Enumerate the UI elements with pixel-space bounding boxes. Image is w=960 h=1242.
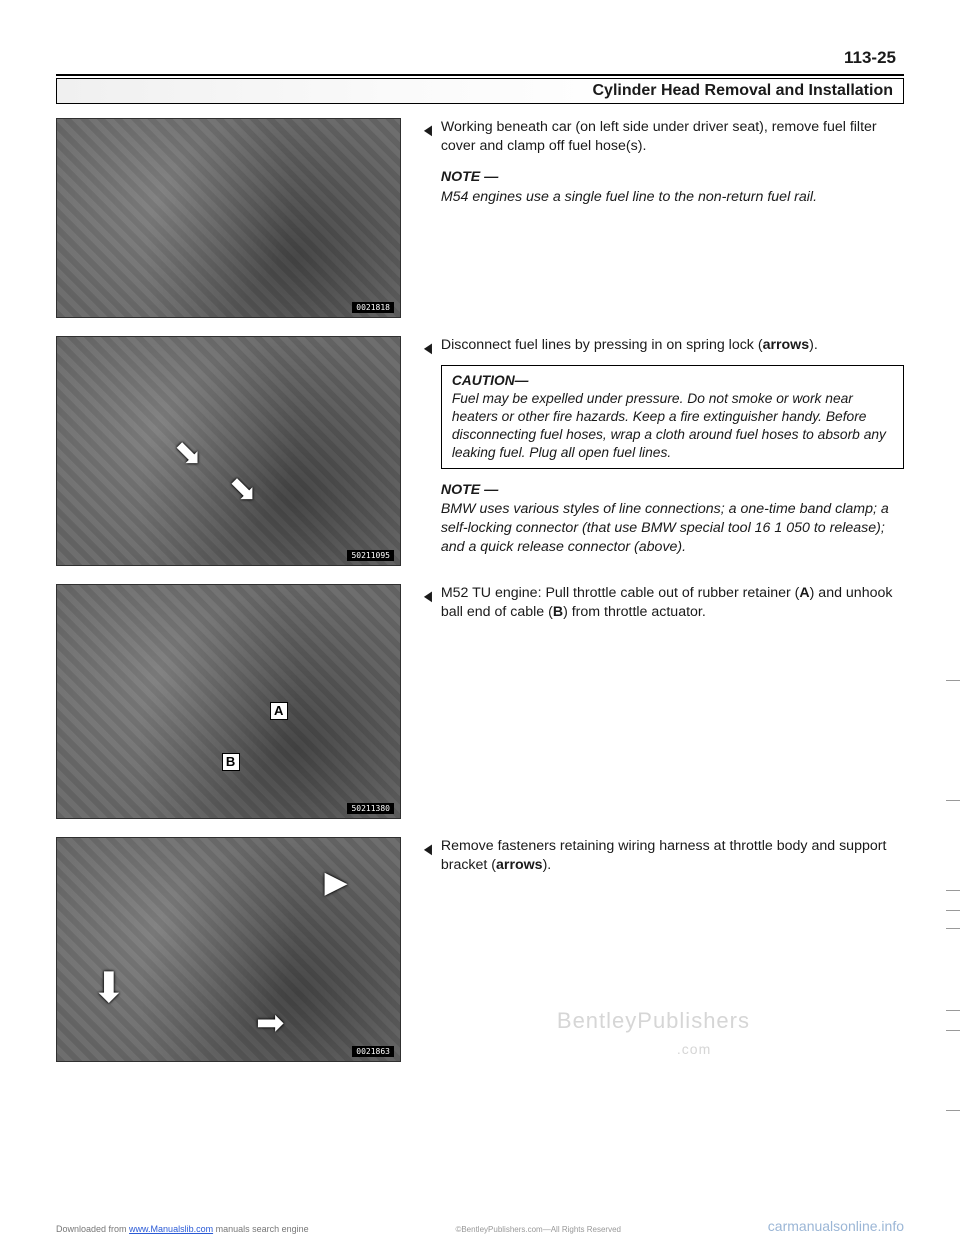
caution-box: CAUTION— Fuel may be expelled under pres…: [441, 365, 904, 469]
figure-id: 50211380: [347, 803, 394, 814]
page-number: 113-25: [56, 48, 904, 68]
arrow-icon: ⬇: [91, 963, 126, 1012]
step-text-col: ◄ Working beneath car (on left side unde…: [419, 118, 904, 207]
content-area: 0021818 ◄ Working beneath car (on left s…: [56, 118, 904, 1062]
step-row: ▶ ⬇ ➡ 0021863 ◄ Remove fasteners retaini…: [56, 837, 904, 1062]
figure-1: 0021818: [56, 118, 401, 318]
figure-id: 0021818: [352, 302, 394, 313]
step-arrow-icon: ◄: [421, 336, 434, 360]
arrow-icon: ➡: [256, 1003, 285, 1043]
figure-3: A B 50211380: [56, 584, 401, 819]
figure-id: 0021863: [352, 1046, 394, 1057]
marker-a: A: [270, 702, 288, 720]
step-text: M52 TU engine: Pull throttle cable out o…: [441, 585, 893, 620]
step-row: ⬊ ⬊ 50211095 ◄ Disconnect fuel lines by …: [56, 336, 904, 566]
step-text: Working beneath car (on left side under …: [441, 119, 877, 154]
manualslib-link[interactable]: www.Manualslib.com: [129, 1224, 213, 1234]
caution-label: CAUTION—: [452, 373, 529, 388]
note-text: M54 engines use a single fuel line to th…: [441, 188, 904, 207]
step-arrow-icon: ◄: [421, 584, 434, 608]
header-top-rule: [56, 74, 904, 76]
note-label: NOTE —: [441, 168, 904, 187]
step-text-col: ◄ M52 TU engine: Pull throttle cable out…: [419, 584, 904, 622]
step-text-col: ◄ Disconnect fuel lines by pressing in o…: [419, 336, 904, 557]
note-label: NOTE —: [441, 481, 904, 500]
step-row: A B 50211380 ◄ M52 TU engine: Pull throt…: [56, 584, 904, 819]
footer-site-link[interactable]: carmanualsonline.info: [768, 1218, 904, 1234]
step-row: 0021818 ◄ Working beneath car (on left s…: [56, 118, 904, 318]
step-text-col: ◄ Remove fasteners retaining wiring harn…: [419, 837, 904, 875]
caution-text: Fuel may be expelled under pressure. Do …: [452, 391, 886, 460]
watermark: BentleyPublishers .com: [557, 1008, 750, 1060]
footer-left: Downloaded from www.Manualslib.com manua…: [56, 1224, 309, 1234]
figure-id: 50211095: [347, 550, 394, 561]
arrow-icon: ⬊: [229, 469, 258, 509]
page-footer: Downloaded from www.Manualslib.com manua…: [0, 1218, 960, 1234]
step-text: Remove fasteners retaining wiring harnes…: [441, 838, 887, 873]
arrow-icon: ⬊: [174, 433, 203, 473]
step-arrow-icon: ◄: [421, 837, 434, 861]
step-arrow-icon: ◄: [421, 118, 434, 142]
note-text: BMW uses various styles of line connecti…: [441, 500, 904, 558]
arrow-icon: ▶: [325, 865, 348, 900]
page-edge-ticks: [940, 0, 960, 1242]
marker-b: B: [222, 753, 240, 771]
footer-copyright: ©BentleyPublishers.com—All Rights Reserv…: [309, 1225, 768, 1234]
figure-2: ⬊ ⬊ 50211095: [56, 336, 401, 566]
figure-4: ▶ ⬇ ➡ 0021863: [56, 837, 401, 1062]
section-header: Cylinder Head Removal and Installation: [56, 78, 904, 104]
step-text: Disconnect fuel lines by pressing in on …: [441, 337, 818, 353]
